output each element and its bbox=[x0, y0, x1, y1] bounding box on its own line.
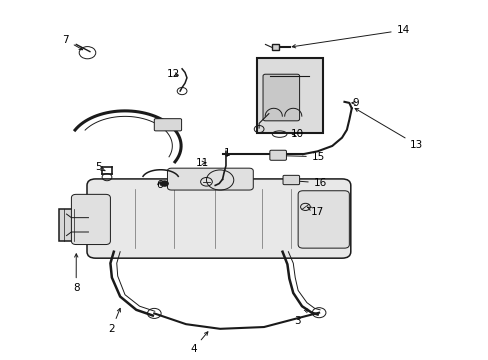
Text: 8: 8 bbox=[73, 254, 80, 293]
Bar bbox=[271, 44, 278, 50]
Text: 7: 7 bbox=[62, 35, 82, 50]
Text: 12: 12 bbox=[166, 69, 180, 79]
Text: 10: 10 bbox=[290, 129, 304, 139]
FancyBboxPatch shape bbox=[154, 119, 181, 131]
Text: 2: 2 bbox=[108, 309, 120, 334]
Bar bbox=[59, 209, 88, 241]
FancyBboxPatch shape bbox=[283, 175, 299, 185]
Text: 13: 13 bbox=[354, 108, 423, 150]
Bar bbox=[256, 58, 322, 134]
Text: 1: 1 bbox=[224, 148, 230, 158]
FancyBboxPatch shape bbox=[269, 150, 286, 160]
Text: 4: 4 bbox=[190, 332, 207, 354]
Text: 5: 5 bbox=[95, 162, 105, 172]
Text: 16: 16 bbox=[296, 178, 326, 188]
Text: 15: 15 bbox=[282, 152, 325, 162]
Text: 14: 14 bbox=[292, 25, 409, 48]
Text: 6: 6 bbox=[156, 180, 162, 190]
FancyBboxPatch shape bbox=[167, 168, 253, 190]
FancyBboxPatch shape bbox=[71, 194, 110, 244]
Circle shape bbox=[160, 180, 168, 187]
FancyBboxPatch shape bbox=[263, 74, 299, 121]
FancyBboxPatch shape bbox=[298, 191, 348, 248]
FancyBboxPatch shape bbox=[87, 179, 350, 258]
Text: 17: 17 bbox=[307, 207, 323, 217]
Text: 3: 3 bbox=[294, 309, 307, 325]
Text: 11: 11 bbox=[196, 158, 209, 168]
Text: 9: 9 bbox=[351, 98, 359, 108]
